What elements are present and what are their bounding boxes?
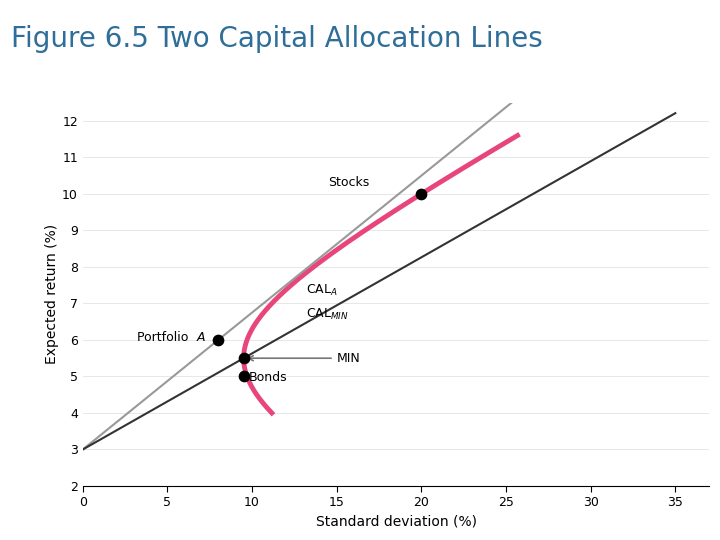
Text: 6-20: 6-20 — [670, 520, 698, 533]
Point — [238, 372, 249, 381]
Text: Bonds: Bonds — [248, 370, 287, 384]
Text: A: A — [197, 330, 206, 343]
Point — [415, 190, 427, 198]
X-axis label: Standard deviation (%): Standard deviation (%) — [315, 515, 477, 529]
Text: MIN: MIN — [248, 352, 361, 365]
Point — [238, 354, 249, 362]
Text: CAL$_A$: CAL$_A$ — [306, 283, 338, 298]
Text: CAL$_{MIN}$: CAL$_{MIN}$ — [306, 307, 349, 322]
Text: Figure 6.5 Two Capital Allocation Lines: Figure 6.5 Two Capital Allocation Lines — [11, 25, 543, 53]
Y-axis label: Expected return (%): Expected return (%) — [45, 224, 59, 364]
Text: Stocks: Stocks — [328, 177, 369, 190]
Text: Portfolio: Portfolio — [137, 330, 192, 343]
Point — [212, 336, 224, 345]
